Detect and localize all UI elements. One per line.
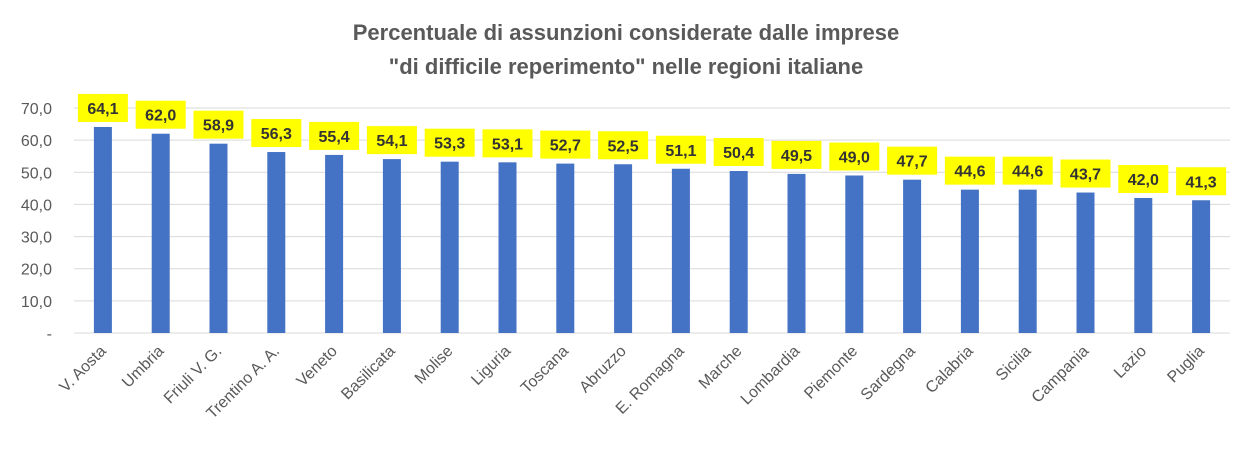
- x-tick-label-19: Puglia: [1164, 343, 1208, 387]
- y-tick-label-2: 20,0: [21, 262, 52, 279]
- data-label-bg-5: [366, 126, 417, 155]
- x-tick-label-17: Campania: [1029, 343, 1093, 407]
- data-label-bg-15: [944, 156, 995, 185]
- bar-12: [787, 173, 806, 333]
- data-label-bg-17: [1060, 159, 1111, 188]
- data-label-11: 50,4: [723, 145, 754, 162]
- x-tick-label-9: Abruzzo: [576, 343, 630, 397]
- x-tick-label-8: Toscana: [518, 343, 572, 397]
- bar-2: [209, 143, 228, 333]
- data-label-8: 52,7: [550, 138, 581, 155]
- bar-14: [903, 179, 922, 333]
- data-label-bg-3: [251, 119, 302, 148]
- x-tick-label-1: Umbria: [119, 343, 168, 392]
- data-label-bg-16: [1002, 156, 1053, 185]
- bar-4: [325, 154, 344, 333]
- data-label-bg-6: [424, 128, 475, 157]
- chart-title-line-2: "di difficile reperimento" nelle regioni…: [388, 54, 864, 79]
- data-label-6: 53,3: [434, 136, 465, 153]
- data-label-16: 44,6: [1012, 164, 1043, 181]
- bar-13: [845, 175, 864, 333]
- bar-19: [1192, 200, 1211, 333]
- bar-15: [960, 189, 979, 333]
- bar-1: [151, 133, 170, 333]
- y-tick-label-4: 40,0: [21, 197, 52, 214]
- x-tick-label-14: Sardegna: [858, 343, 919, 404]
- data-label-14: 47,7: [897, 154, 928, 171]
- data-label-17: 43,7: [1070, 167, 1101, 184]
- x-tick-label-5: Basilicata: [338, 343, 399, 404]
- data-label-bg-2: [193, 110, 244, 139]
- data-label-10: 51,1: [665, 143, 696, 160]
- bar-7: [498, 162, 517, 333]
- bar-9: [614, 164, 633, 333]
- data-label-12: 49,5: [781, 148, 812, 165]
- bar-3: [267, 152, 286, 333]
- data-label-bg-14: [887, 146, 938, 175]
- y-tick-label-5: 50,0: [21, 165, 52, 182]
- data-label-15: 44,6: [954, 164, 985, 181]
- x-tick-label-18: Lazio: [1111, 343, 1150, 382]
- data-label-19: 41,3: [1186, 174, 1217, 191]
- y-tick-label-0: -: [47, 326, 52, 343]
- bar-5: [382, 159, 401, 333]
- y-tick-label-6: 60,0: [21, 133, 52, 150]
- data-label-18: 42,0: [1128, 172, 1159, 189]
- bar-18: [1134, 198, 1153, 333]
- x-tick-label-12: Lombardia: [738, 343, 804, 409]
- x-tick-label-15: Calabria: [923, 343, 977, 397]
- data-label-2: 58,9: [203, 118, 234, 135]
- data-label-bg-9: [598, 131, 649, 160]
- data-label-bg-10: [655, 135, 706, 164]
- data-label-bg-4: [309, 121, 360, 150]
- data-label-bg-12: [771, 140, 822, 169]
- y-tick-label-3: 30,0: [21, 230, 52, 247]
- bar-11: [729, 171, 748, 333]
- data-label-bg-1: [135, 100, 186, 129]
- chart-title-line-1: Percentuale di assunzioni considerate da…: [352, 20, 900, 45]
- data-label-bg-0: [77, 93, 128, 122]
- data-label-3: 56,3: [261, 126, 292, 143]
- bar-0: [93, 126, 112, 333]
- data-label-9: 52,5: [608, 138, 639, 155]
- data-label-bg-7: [482, 129, 533, 158]
- bar-17: [1076, 192, 1095, 333]
- x-tick-label-16: Sicilia: [993, 343, 1035, 385]
- x-tick-label-6: Molise: [412, 343, 457, 388]
- data-label-bg-8: [540, 130, 591, 159]
- bar-8: [556, 163, 575, 333]
- data-label-5: 54,1: [376, 133, 407, 150]
- x-tick-label-13: Piemonte: [801, 343, 861, 403]
- data-label-bg-18: [1118, 165, 1169, 193]
- data-label-7: 53,1: [492, 136, 523, 153]
- data-label-bg-13: [829, 142, 880, 171]
- x-tick-label-7: Liguria: [468, 343, 514, 389]
- bar-16: [1018, 189, 1037, 333]
- x-tick-label-11: Marche: [696, 343, 746, 393]
- bar-10: [671, 168, 690, 333]
- bar-6: [440, 161, 459, 333]
- data-label-0: 64,1: [87, 101, 118, 118]
- y-tick-label-1: 10,0: [21, 294, 52, 311]
- y-tick-label-7: 70,0: [21, 101, 52, 118]
- data-label-13: 49,0: [839, 150, 870, 167]
- data-label-1: 62,0: [145, 108, 176, 125]
- x-tick-label-4: Veneto: [294, 343, 341, 390]
- data-label-bg-11: [713, 138, 764, 166]
- x-tick-label-0: V. Aosta: [57, 343, 110, 396]
- data-label-4: 55,4: [319, 129, 350, 146]
- data-label-bg-19: [1176, 167, 1227, 196]
